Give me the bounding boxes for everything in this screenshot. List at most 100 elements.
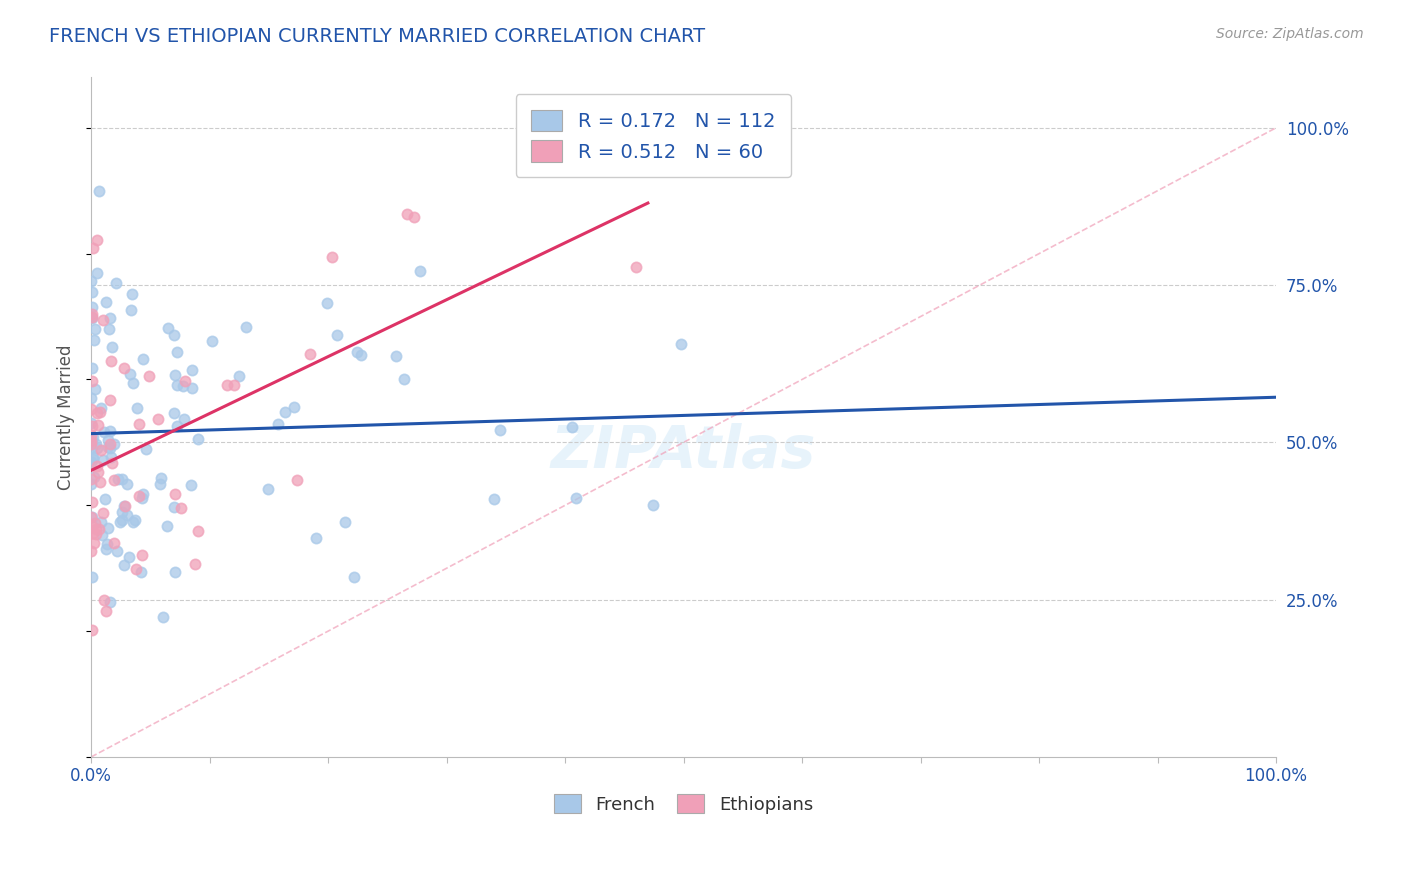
Point	[315, 296, 337, 310]
Y-axis label: Currently Married: Currently Married	[58, 344, 75, 490]
Point	[321, 250, 343, 264]
Point	[132, 487, 155, 501]
Point	[80, 472, 103, 486]
Point	[90, 401, 112, 415]
Point	[80, 510, 103, 524]
Point	[80, 434, 103, 448]
Point	[138, 369, 160, 384]
Point	[101, 340, 124, 354]
Point	[163, 500, 186, 515]
Point	[392, 372, 415, 386]
Point	[80, 300, 103, 314]
Point	[166, 419, 188, 434]
Point	[93, 593, 115, 607]
Point	[82, 510, 104, 524]
Point	[104, 276, 127, 290]
Point	[385, 349, 408, 363]
Point	[96, 604, 118, 618]
Point	[343, 569, 366, 583]
Point	[166, 344, 188, 359]
Point	[100, 393, 122, 408]
Point	[80, 391, 103, 405]
Point	[84, 436, 107, 450]
Point	[97, 521, 120, 535]
Point	[86, 458, 108, 473]
Point	[135, 442, 157, 456]
Point	[107, 472, 129, 486]
Point	[80, 455, 103, 469]
Point	[482, 492, 505, 507]
Point	[124, 513, 146, 527]
Point	[131, 548, 153, 562]
Point	[82, 429, 104, 443]
Point	[163, 328, 186, 343]
Point	[93, 425, 115, 439]
Point	[80, 428, 103, 442]
Point	[117, 476, 139, 491]
Point	[100, 354, 122, 368]
Point	[114, 499, 136, 513]
Point	[118, 550, 141, 565]
Point	[163, 565, 186, 579]
Legend: French, Ethiopians: French, Ethiopians	[546, 785, 823, 822]
Point	[80, 274, 103, 288]
Point	[215, 378, 238, 392]
Point	[111, 505, 134, 519]
Point	[90, 515, 112, 529]
Point	[285, 473, 308, 487]
Text: Source: ZipAtlas.com: Source: ZipAtlas.com	[1216, 27, 1364, 41]
Point	[80, 402, 103, 417]
Point	[83, 536, 105, 550]
Point	[80, 307, 103, 321]
Point	[84, 322, 107, 336]
Point	[100, 450, 122, 465]
Point	[305, 531, 328, 545]
Point	[125, 562, 148, 576]
Point	[274, 405, 297, 419]
Point	[89, 405, 111, 419]
Point	[80, 623, 103, 637]
Point	[83, 333, 105, 347]
Point	[299, 347, 322, 361]
Point	[561, 419, 583, 434]
Point	[187, 524, 209, 539]
Point	[128, 489, 150, 503]
Point	[333, 515, 356, 529]
Point	[129, 565, 152, 579]
Point	[120, 367, 142, 381]
Point	[105, 544, 128, 558]
Point	[162, 406, 184, 420]
Point	[404, 211, 426, 225]
Point	[152, 610, 174, 624]
Point	[564, 491, 586, 505]
Point	[97, 321, 120, 335]
Point	[91, 313, 114, 327]
Point	[283, 401, 305, 415]
Point	[80, 570, 103, 584]
Point	[83, 470, 105, 484]
Point	[165, 487, 187, 501]
Point	[183, 557, 205, 571]
Point	[132, 352, 155, 367]
Point	[131, 491, 153, 505]
Point	[156, 519, 179, 533]
Point	[80, 432, 103, 446]
Point	[624, 260, 647, 275]
Point	[97, 434, 120, 448]
Point	[96, 542, 118, 557]
Point	[128, 417, 150, 431]
Point	[121, 515, 143, 529]
Point	[267, 417, 290, 431]
Point	[80, 433, 103, 447]
Point	[80, 477, 103, 491]
Point	[110, 516, 132, 530]
Point	[396, 207, 419, 221]
Point	[98, 424, 121, 438]
Point	[90, 442, 112, 457]
Text: ZIPAtlas: ZIPAtlas	[551, 423, 817, 480]
Point	[80, 518, 103, 533]
Point	[86, 417, 108, 432]
Point	[93, 506, 115, 520]
Point	[180, 363, 202, 377]
Point	[86, 441, 108, 455]
